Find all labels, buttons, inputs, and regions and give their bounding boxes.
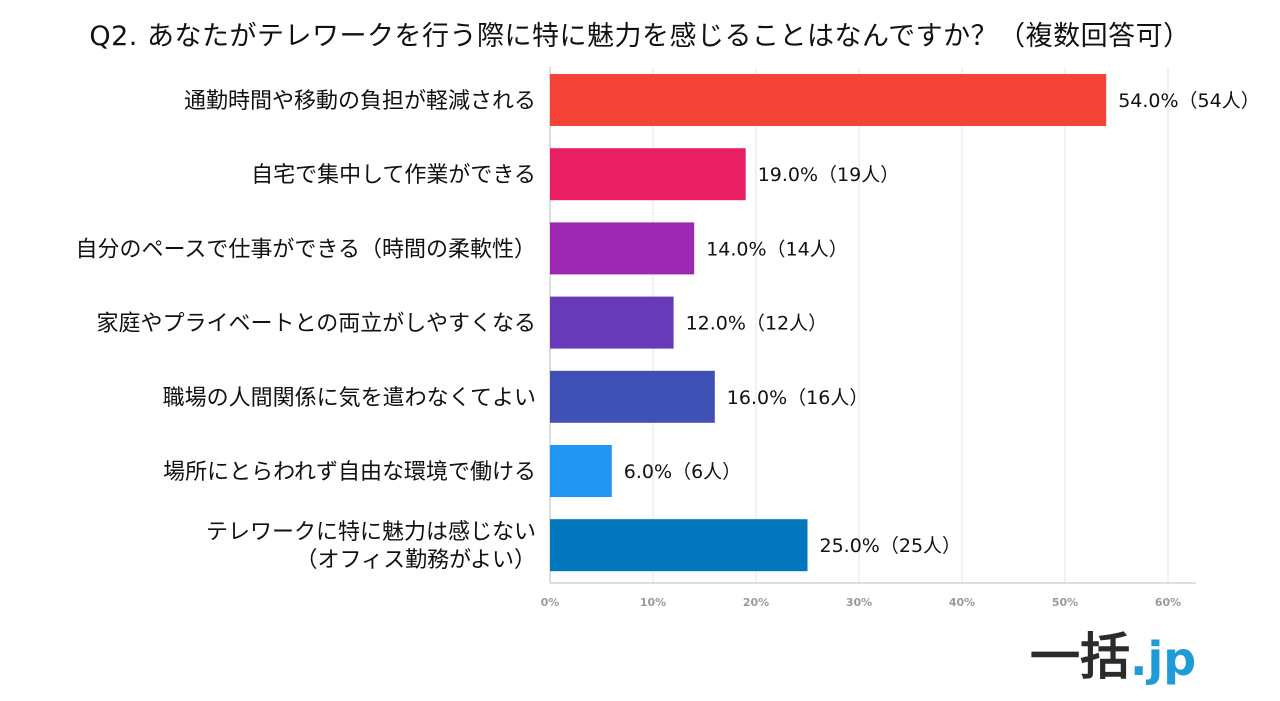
bar xyxy=(550,148,746,201)
x-tick-label: 0% xyxy=(541,596,560,609)
data-label: 12.0%（12人） xyxy=(686,313,828,335)
bar xyxy=(550,222,695,275)
x-tick-label: 30% xyxy=(846,596,872,609)
category-label: 自宅で集中して作業ができる xyxy=(251,163,536,188)
bar xyxy=(550,370,715,423)
bars xyxy=(550,74,1107,572)
bar xyxy=(550,519,808,572)
category-label: （オフィス勤務がよい） xyxy=(296,548,536,573)
logo-main-text: 一括 xyxy=(1030,628,1130,686)
data-label: 54.0%（54人） xyxy=(1118,90,1260,112)
value-labels: 54.0%（54人） 19.0%（19人） 14.0%（14人） 12.0%（12人）… xyxy=(624,90,1260,557)
data-label: 14.0%（14人） xyxy=(706,238,848,260)
x-tick-label: 20% xyxy=(743,596,769,609)
category-label: 家庭やプライベートとの両立がしやすくなる xyxy=(96,312,536,337)
bar xyxy=(550,445,612,497)
logo-tld-text: .jp xyxy=(1130,632,1197,686)
x-tick-label: 60% xyxy=(1155,596,1181,609)
x-tick-label: 40% xyxy=(949,596,975,609)
chart-title: Q2. あなたがテレワークを行う際に特に魅力を感じることはなんですか？（複数回答… xyxy=(89,21,1191,52)
bar xyxy=(550,296,674,349)
brand-logo: 一括 .jp xyxy=(1030,622,1196,682)
category-label: 場所にとらわれず自由な環境で働ける xyxy=(163,460,536,485)
category-label: テレワークに特に魅力は感じない xyxy=(206,520,536,545)
data-label: 6.0%（6人） xyxy=(624,461,741,483)
x-axis-ticks: 0% 10% 20% 30% 40% 50% 60% xyxy=(541,596,1182,609)
category-label: 通勤時間や移動の負担が軽減される xyxy=(184,89,536,114)
data-label: 16.0%（16人） xyxy=(727,387,869,409)
x-tick-label: 10% xyxy=(640,596,666,609)
category-label: 自分のペースで仕事ができる（時間の柔軟性） xyxy=(76,237,536,262)
category-label: 職場の人間関係に気を遣わなくてよい xyxy=(163,386,536,411)
bar xyxy=(550,74,1107,126)
category-labels: 通勤時間や移動の負担が軽減される自宅で集中して作業ができる自分のペースで仕事がで… xyxy=(76,89,536,573)
x-tick-label: 50% xyxy=(1052,596,1078,609)
data-label: 19.0%（19人） xyxy=(758,164,900,186)
data-label: 25.0%（25人） xyxy=(820,535,962,557)
